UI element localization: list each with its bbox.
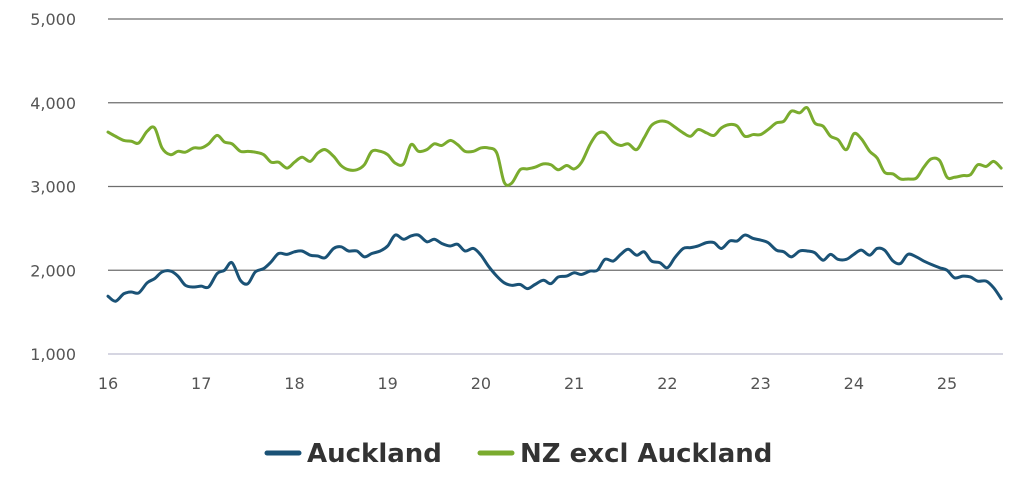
x-tick-label: 23	[750, 374, 770, 393]
x-tick-label: 18	[284, 374, 304, 393]
y-tick-label: 5,000	[30, 10, 76, 29]
legend: Auckland NZ excl Auckland	[264, 439, 772, 469]
x-axis-ticks: 16 17 18 19 20 21 22 23 24 25	[98, 374, 957, 393]
y-tick-label: 1,000	[30, 345, 76, 364]
y-tick-label: 3,000	[30, 178, 76, 197]
series-line-nz-excl-auckland	[106, 106, 1003, 187]
x-tick-label: 19	[378, 374, 398, 393]
x-tick-label: 17	[191, 374, 211, 393]
series-line-auckland	[106, 233, 1003, 303]
x-tick-label: 21	[564, 374, 584, 393]
x-tick-label: 22	[657, 374, 677, 393]
x-tick-label: 16	[98, 374, 118, 393]
y-tick-label: 4,000	[30, 94, 76, 113]
legend-label-nz-excl-auckland: NZ excl Auckland	[520, 439, 772, 469]
x-tick-label: 25	[937, 374, 957, 393]
x-tick-label: 24	[844, 374, 864, 393]
legend-label-auckland: Auckland	[307, 439, 442, 469]
series-lines	[106, 106, 1003, 303]
x-tick-label: 20	[471, 374, 491, 393]
y-axis-ticks: 1,000 2,000 3,000 4,000 5,000	[30, 10, 76, 364]
gridlines	[108, 18, 1003, 355]
y-tick-label: 2,000	[30, 261, 76, 280]
